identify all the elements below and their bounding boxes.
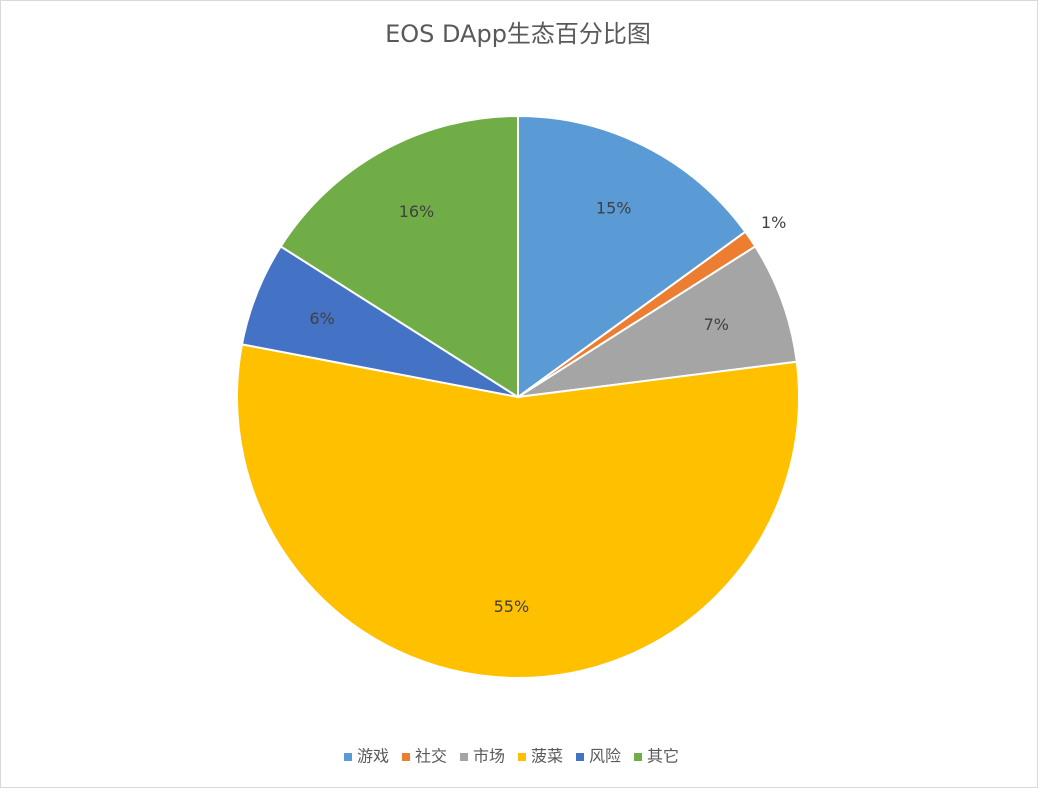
legend-swatch bbox=[634, 753, 642, 761]
legend-swatch bbox=[518, 753, 526, 761]
pie-slice bbox=[236, 343, 800, 679]
legend-label: 游戏 bbox=[357, 747, 389, 766]
data-label: 7% bbox=[704, 315, 729, 334]
legend-swatch bbox=[460, 753, 468, 761]
data-label: 6% bbox=[309, 309, 334, 328]
legend-label: 社交 bbox=[415, 747, 447, 766]
data-label: 1% bbox=[761, 213, 786, 232]
pie-slice bbox=[517, 114, 747, 399]
legend-swatch bbox=[344, 753, 352, 761]
data-label: 15% bbox=[596, 199, 632, 218]
legend-label: 市场 bbox=[473, 747, 505, 766]
pie-slice bbox=[517, 245, 798, 398]
data-label: 55% bbox=[494, 597, 530, 616]
legend-swatch bbox=[402, 753, 410, 761]
data-label: 16% bbox=[399, 202, 435, 221]
legend-label: 其它 bbox=[647, 747, 679, 766]
pie-slice bbox=[279, 114, 519, 399]
legend-label: 风险 bbox=[589, 747, 621, 766]
legend-label: 菠菜 bbox=[531, 747, 563, 766]
legend-swatch bbox=[576, 753, 584, 761]
chart-title: EOS DApp生态百分比图 bbox=[385, 20, 651, 48]
